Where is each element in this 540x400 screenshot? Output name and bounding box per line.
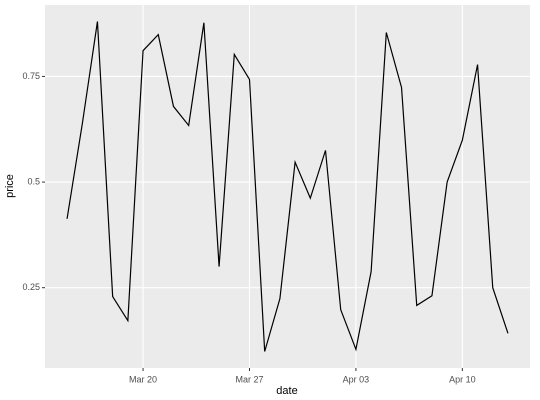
x-axis-title: date [276,385,297,397]
x-tick-label: Mar 20 [129,374,157,384]
x-tick-label: Mar 27 [235,374,263,384]
y-axis-title: price [4,174,16,198]
price-line [66,21,509,352]
y-tick-label: 0.5 [27,176,40,186]
y-tick-label: 0.25 [22,282,40,292]
x-tick-label: Apr 03 [343,374,370,384]
panel [45,5,530,368]
x-tick-label: Apr 10 [449,374,476,384]
y-tick-label: 0.75 [22,71,40,81]
